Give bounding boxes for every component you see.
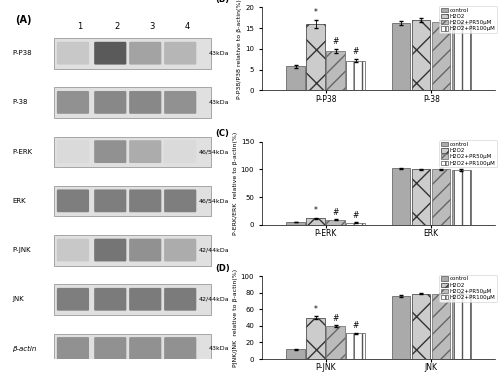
Text: 43kDa: 43kDa	[208, 51, 229, 56]
FancyBboxPatch shape	[54, 88, 210, 118]
FancyBboxPatch shape	[94, 288, 126, 311]
Text: P-38: P-38	[12, 99, 28, 105]
Text: P-P38: P-P38	[12, 50, 32, 56]
FancyBboxPatch shape	[54, 137, 210, 167]
Bar	[452, 294, 470, 359]
Text: 42/44kDa: 42/44kDa	[198, 248, 229, 252]
Text: (C): (C)	[215, 129, 229, 138]
FancyBboxPatch shape	[57, 239, 89, 261]
Text: 1: 1	[78, 22, 82, 31]
FancyBboxPatch shape	[164, 190, 196, 212]
Text: 4: 4	[184, 22, 190, 31]
FancyBboxPatch shape	[94, 140, 126, 163]
Y-axis label: P-ERK/ERK  relative to β-actin(%): P-ERK/ERK relative to β-actin(%)	[233, 132, 238, 235]
Text: 2: 2	[114, 22, 120, 31]
Bar	[306, 218, 325, 225]
FancyBboxPatch shape	[94, 337, 126, 360]
FancyBboxPatch shape	[164, 337, 196, 360]
Text: #: #	[352, 47, 359, 56]
Text: *: *	[314, 305, 318, 314]
Text: 43kDa: 43kDa	[208, 100, 229, 105]
Bar	[412, 169, 430, 225]
FancyBboxPatch shape	[129, 337, 162, 360]
Bar	[346, 223, 365, 225]
Bar	[412, 294, 430, 359]
FancyBboxPatch shape	[57, 337, 89, 360]
FancyBboxPatch shape	[164, 239, 196, 261]
FancyBboxPatch shape	[57, 140, 89, 163]
Bar	[286, 349, 304, 359]
Text: P-ERK: P-ERK	[12, 148, 32, 154]
FancyBboxPatch shape	[164, 140, 196, 163]
Legend: control, H2O2, H2O2+PR50μM, H2O2+PR100μM: control, H2O2, H2O2+PR50μM, H2O2+PR100μM	[440, 6, 497, 33]
Bar	[326, 220, 345, 225]
Bar	[306, 318, 325, 359]
FancyBboxPatch shape	[94, 91, 126, 114]
Bar	[286, 222, 304, 225]
FancyBboxPatch shape	[129, 288, 162, 311]
FancyBboxPatch shape	[129, 91, 162, 114]
Bar	[306, 24, 325, 91]
FancyBboxPatch shape	[54, 334, 210, 364]
Bar	[346, 61, 365, 91]
FancyBboxPatch shape	[129, 190, 162, 212]
Text: 46/54kDa: 46/54kDa	[199, 198, 229, 203]
FancyBboxPatch shape	[94, 190, 126, 212]
Bar	[286, 66, 304, 91]
Bar	[452, 170, 470, 225]
Text: 3: 3	[150, 22, 155, 31]
FancyBboxPatch shape	[164, 91, 196, 114]
Text: P-JNK: P-JNK	[12, 247, 31, 253]
Text: JNK: JNK	[12, 296, 24, 302]
Bar	[326, 326, 345, 359]
FancyBboxPatch shape	[54, 284, 210, 315]
Text: (B): (B)	[215, 0, 230, 4]
Bar	[326, 51, 345, 91]
Bar	[392, 23, 410, 91]
Bar	[392, 168, 410, 225]
Y-axis label: P-P38/P38 relative to β-actin(%): P-P38/P38 relative to β-actin(%)	[238, 0, 242, 99]
Bar	[346, 333, 365, 359]
FancyBboxPatch shape	[57, 288, 89, 311]
FancyBboxPatch shape	[164, 288, 196, 311]
Y-axis label: PJNK/JNK  relative to β-actin(%): PJNK/JNK relative to β-actin(%)	[233, 269, 238, 367]
FancyBboxPatch shape	[54, 235, 210, 266]
Bar	[452, 24, 470, 91]
FancyBboxPatch shape	[57, 91, 89, 114]
Text: #: #	[332, 37, 339, 46]
Text: (A): (A)	[14, 15, 31, 25]
Text: *: *	[314, 206, 318, 215]
FancyBboxPatch shape	[57, 42, 89, 65]
Text: 46/54kDa: 46/54kDa	[199, 149, 229, 154]
FancyBboxPatch shape	[129, 140, 162, 163]
Text: #: #	[352, 211, 359, 220]
Text: 43kDa: 43kDa	[208, 346, 229, 351]
FancyBboxPatch shape	[94, 42, 126, 65]
Bar	[432, 22, 450, 91]
Legend: control, H2O2, H2O2+PR50μM, H2O2+PR100μM: control, H2O2, H2O2+PR50μM, H2O2+PR100μM	[440, 140, 497, 167]
Text: β-actin: β-actin	[12, 346, 36, 352]
Bar	[432, 294, 450, 359]
Text: ERK: ERK	[12, 198, 26, 204]
Bar	[412, 20, 430, 91]
FancyBboxPatch shape	[129, 239, 162, 261]
Text: #: #	[352, 321, 359, 330]
Text: 42/44kDa: 42/44kDa	[198, 297, 229, 302]
FancyBboxPatch shape	[94, 239, 126, 261]
Text: #: #	[332, 208, 339, 217]
FancyBboxPatch shape	[129, 42, 162, 65]
Bar	[432, 169, 450, 225]
Bar	[392, 296, 410, 359]
FancyBboxPatch shape	[57, 190, 89, 212]
Text: #: #	[332, 313, 339, 322]
FancyBboxPatch shape	[54, 38, 210, 69]
Text: *: *	[314, 9, 318, 18]
Text: (D): (D)	[215, 264, 230, 273]
Legend: control, H2O2, H2O2+PR50μM, H2O2+PR100μM: control, H2O2, H2O2+PR50μM, H2O2+PR100μM	[440, 275, 497, 302]
FancyBboxPatch shape	[54, 186, 210, 217]
FancyBboxPatch shape	[164, 42, 196, 65]
